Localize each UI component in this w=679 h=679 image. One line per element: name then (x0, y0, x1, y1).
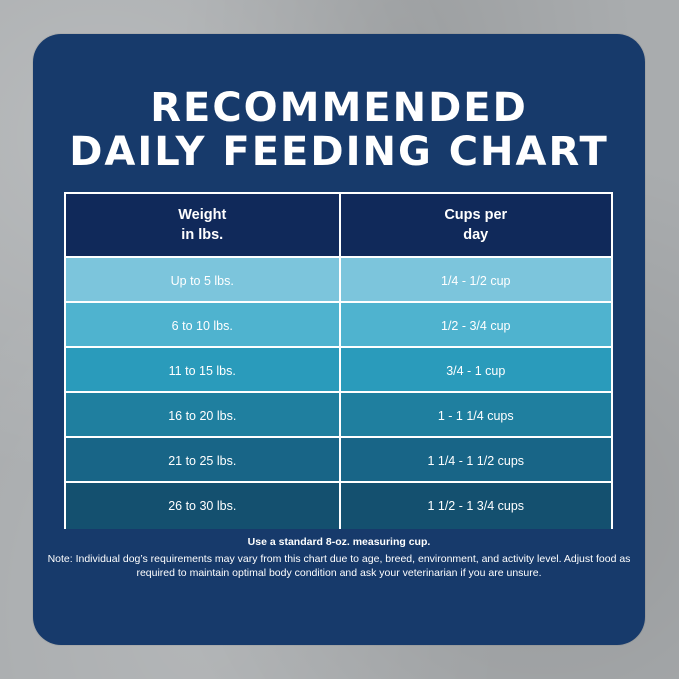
weight-cell: 16 to 20 lbs. (168, 408, 237, 423)
table-row: 26 to 30 lbs. 1 1/2 - 1 3/4 cups (66, 481, 611, 529)
cups-cell: 1 - 1 1/4 cups (338, 393, 612, 438)
weight-cell: 11 to 15 lbs. (168, 363, 236, 378)
table-row: 6 to 10 lbs. 1/2 - 3/4 cup (66, 301, 611, 348)
cups-cell: 1/4 - 1/2 cup (338, 258, 612, 303)
table-row: Up to 5 lbs. 1/4 - 1/2 cup (66, 256, 611, 303)
weight-cell: Up to 5 lbs. (170, 273, 234, 288)
cups-header-line1: Cups per (444, 207, 508, 223)
cups-header-line2: day (463, 227, 489, 243)
title-line-2: DAILY FEEDING CHART (69, 129, 609, 175)
cups-cell: 1 1/4 - 1 1/2 cups (338, 438, 612, 483)
weight-header-line2: in lbs. (181, 227, 224, 243)
table-header-row: Weight in lbs. Cups per day (66, 194, 611, 256)
measuring-cup-note: Use a standard 8-oz. measuring cup. (247, 536, 431, 548)
weight-cell: 21 to 25 lbs. (168, 453, 237, 468)
weight-header-line1: Weight (178, 207, 227, 223)
feeding-table: Weight in lbs. Cups per day Up to 5 lbs.… (64, 192, 613, 529)
cups-cell: 1 1/2 - 1 3/4 cups (338, 483, 612, 529)
weight-cell: 6 to 10 lbs. (171, 318, 233, 333)
title-line-1: RECOMMENDED (150, 85, 528, 131)
weight-cell: 26 to 30 lbs. (168, 499, 237, 513)
cups-cell: 3/4 - 1 cup (338, 348, 612, 393)
disclaimer-note: Note: Individual dog’s requirements may … (47, 553, 631, 579)
weight-header: Weight in lbs. (66, 194, 339, 256)
feeding-chart-card: RECOMMENDED DAILY FEEDING CHART Weight i… (33, 34, 645, 645)
cups-header: Cups per day (338, 194, 611, 256)
cups-cell: 1/2 - 3/4 cup (338, 303, 612, 348)
table-row: 11 to 15 lbs. 3/4 - 1 cup (66, 346, 611, 393)
table-row: 21 to 25 lbs. 1 1/4 - 1 1/2 cups (66, 436, 611, 483)
table-row: 16 to 20 lbs. 1 - 1 1/4 cups (66, 391, 611, 438)
